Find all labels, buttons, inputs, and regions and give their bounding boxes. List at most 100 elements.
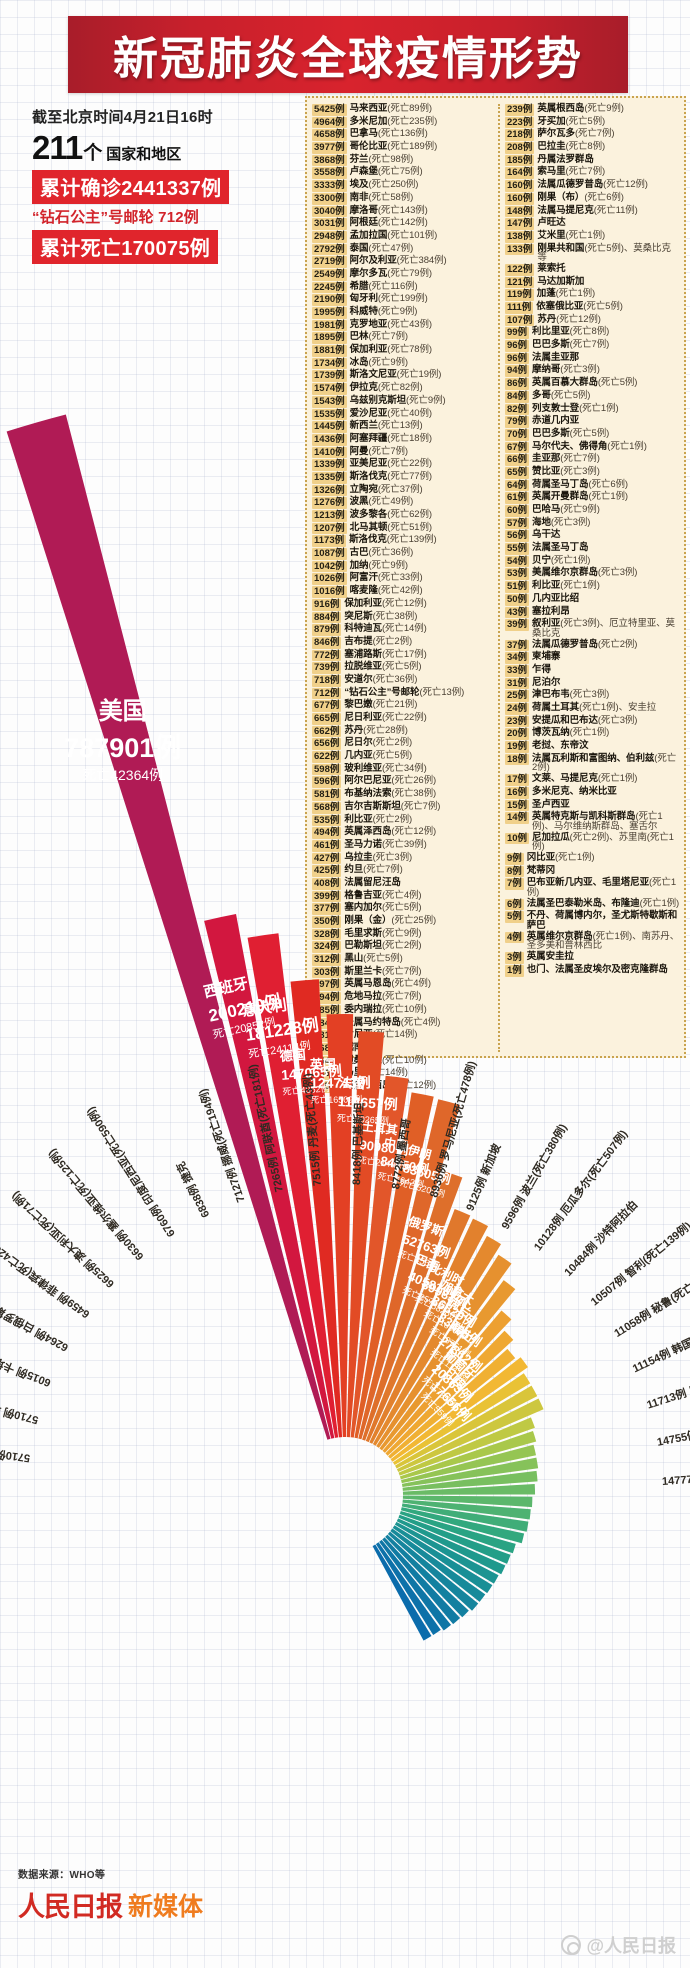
country-list-column-left: 5425例 马来西亚(死亡89例) 4964例 多米尼加(死亡235例) 4658例 巴拿… [312, 104, 494, 1093]
list-item-count: 656例 [312, 738, 342, 751]
list-item: 1574例 伊拉克(死亡82例) [312, 383, 494, 395]
list-item-name: 马达加斯加 [537, 275, 585, 287]
list-item-count: 598例 [312, 763, 342, 776]
brand-new-media: 新媒体 [128, 1892, 204, 1921]
list-item-count: 712例 [312, 687, 342, 700]
list-item-count: 535例 [312, 814, 342, 827]
list-item-name: 卢森堡(死亡75例) [349, 166, 423, 178]
list-item-name: 阿根廷(死亡142例) [349, 217, 428, 229]
chart-wedge [379, 1280, 516, 1451]
list-item-name: 波黑(死亡49例) [349, 496, 414, 508]
chart-wedge [365, 1209, 471, 1443]
list-item-name: 巴巴多斯(死亡5例) [532, 427, 610, 439]
list-item-name: 巴林(死亡7例) [349, 331, 408, 343]
list-item: 164例 索马里(死亡7例) [504, 167, 680, 180]
list-item: 662例 苏丹(死亡28例) [312, 725, 494, 738]
list-item: 99例 利比里亚(死亡8例) [504, 327, 680, 340]
list-item-name: 英属百慕大群岛(死亡5例) [532, 377, 638, 389]
list-item: 86例 英属百慕大群岛(死亡5例) [504, 377, 680, 390]
list-item: 148例 法属马提尼克(死亡11例) [504, 205, 680, 218]
chart-wedge [379, 1539, 452, 1631]
list-item-count: 581例 [312, 789, 342, 801]
list-item-name: 英属安圭拉 [526, 951, 574, 963]
list-item: 581例 布基纳法索(死亡38例) [312, 789, 494, 801]
list-item-count: 665例 [312, 713, 342, 725]
list-item: 3例 英属安圭拉 [504, 951, 680, 964]
chart-wedge [350, 1075, 409, 1438]
list-item-count: 425例 [312, 865, 342, 877]
country-list-panel: 5425例 马来西亚(死亡89例) 4964例 多米尼加(死亡235例) 4658例 巴拿… [305, 96, 686, 1093]
list-item-name: 乌干达 [532, 529, 561, 541]
list-item: 312例 黑山(死亡5例) [312, 954, 494, 966]
list-item-count: 2948例 [312, 230, 347, 243]
list-item-name: 加蓬(死亡1例) [536, 288, 596, 300]
list-item-count: 107例 [504, 314, 535, 327]
list-item: 3977例 哥伦比亚(死亡189例) [312, 142, 494, 154]
list-item-name: 苏丹(死亡12例) [537, 313, 601, 325]
list-item-name: 博茨瓦纳(死亡1例) [532, 727, 610, 739]
list-item-count: 119例 [504, 289, 534, 301]
list-item: 1995例 科威特(死亡9例) [312, 307, 494, 319]
list-item-name: 阿塞拜疆(死亡18例) [349, 432, 432, 444]
list-item-name: 英属马恩岛(死亡4例) [344, 978, 431, 990]
list-item: 24例 荷属土耳其(死亡1例)、安圭拉 [504, 703, 680, 715]
list-item-name: 文莱、马提尼克(死亡1例) [532, 773, 638, 785]
list-item-name: 法属瓜德罗普岛(死亡12例) [537, 179, 648, 191]
list-item-name: 安提瓜和巴布达(死亡3例) [532, 714, 638, 726]
list-item-count: 846例 [312, 636, 342, 649]
list-item: 160例 法属瓜德罗普岛(死亡12例) [504, 179, 680, 192]
list-item-name: 法属瓦利斯和富图纳、伯利兹(死亡2例) [532, 752, 677, 774]
list-item-count: 67例 [504, 441, 530, 454]
chart-wedge [402, 1483, 536, 1495]
list-item-count: 17例 [504, 774, 530, 786]
list-item-name: 泰国(死亡47例) [349, 242, 414, 254]
list-item: 596例 阿尔巴尼亚(死亡26例) [312, 776, 494, 789]
list-item: 1436例 阿塞拜疆(死亡18例) [312, 434, 494, 446]
list-item: 1213例 波多黎各(死亡62例) [312, 510, 494, 522]
list-item-count: 99例 [504, 327, 530, 340]
chart-wedge [399, 1510, 516, 1554]
list-item-count: 1173例 [312, 535, 347, 548]
list-item-name: 古巴(死亡36例) [349, 547, 414, 559]
weibo-icon [561, 1935, 582, 1955]
list-item: 284例 法属马约特岛(死亡4例) [312, 1017, 494, 1030]
list-item: 494例 英属泽西岛(死亡12例) [312, 827, 494, 839]
list-item-count: 1436例 [312, 433, 347, 446]
list-item-name: 柬埔寨 [532, 651, 561, 663]
list-item: 50例 几内亚比绍 [504, 594, 680, 606]
list-item: 2190例 匈牙利(死亡199例) [312, 294, 494, 306]
list-item: 568例 吉尔吉斯斯坦(死亡7例) [312, 800, 494, 814]
list-item: 61例 英属开曼群岛(死亡1例) [504, 492, 680, 504]
list-item: 3558例 卢森堡(死亡75例) [312, 166, 494, 180]
list-item-name: 多米尼加(死亡235例) [349, 115, 438, 127]
chart-wedge [204, 913, 335, 1439]
list-item-count: 70例 [504, 428, 530, 441]
list-item-count: 1276例 [312, 497, 347, 509]
list-item-name: 乌兹别克斯坦(死亡9例) [349, 394, 446, 406]
list-item: 5425例 马来西亚(死亡89例) [312, 104, 494, 116]
list-item: 16例 多米尼克、纳米比亚 [504, 787, 680, 799]
list-item-count: 268例 [312, 1042, 342, 1055]
chart-wedge [388, 1348, 516, 1459]
list-item-name: 英属维尔京群岛(死亡1例)、南苏丹、圣多美和普林西比 [526, 930, 680, 952]
list-item-name: 越南 [344, 1041, 364, 1053]
list-item: 2719例 阿尔及利亚(死亡384例) [312, 256, 494, 268]
list-item-name: 克罗地亚(死亡43例) [349, 318, 432, 330]
list-item-name: 波多黎各(死亡62例) [349, 509, 432, 520]
country-list-column-right: 239例 英属根西岛(死亡9例) 223例 牙买加(死亡5例) 218例 萨尔瓦多(死亡7… [497, 104, 680, 1052]
list-item-name: 也门、法属圣皮埃尔及密克隆群岛 [526, 963, 668, 975]
list-item-count: 4964例 [312, 116, 347, 129]
list-item-name: 摩尔多瓦(死亡79例) [349, 267, 432, 279]
chart-wedge [398, 1417, 535, 1476]
list-item-name: 叙利亚(死亡3例)、厄立特里亚、莫桑比克 [532, 618, 675, 639]
list-item-name: 吉尔吉斯斯坦(死亡7例) [344, 800, 441, 812]
list-item: 622例 几内亚(死亡5例) [312, 751, 494, 763]
list-item: 160例 刚果（布）(死亡6例) [504, 192, 680, 205]
list-item-name: 芬兰(死亡98例) [349, 153, 414, 165]
list-item-count: 739例 [312, 662, 342, 674]
list-item: 1981例 克罗地亚(死亡43例) [312, 318, 494, 332]
list-item-count: 66例 [504, 454, 530, 466]
chart-wedge [372, 1235, 502, 1446]
list-item: 56例 乌干达 [504, 529, 680, 543]
list-item-count: 1739例 [312, 370, 347, 383]
